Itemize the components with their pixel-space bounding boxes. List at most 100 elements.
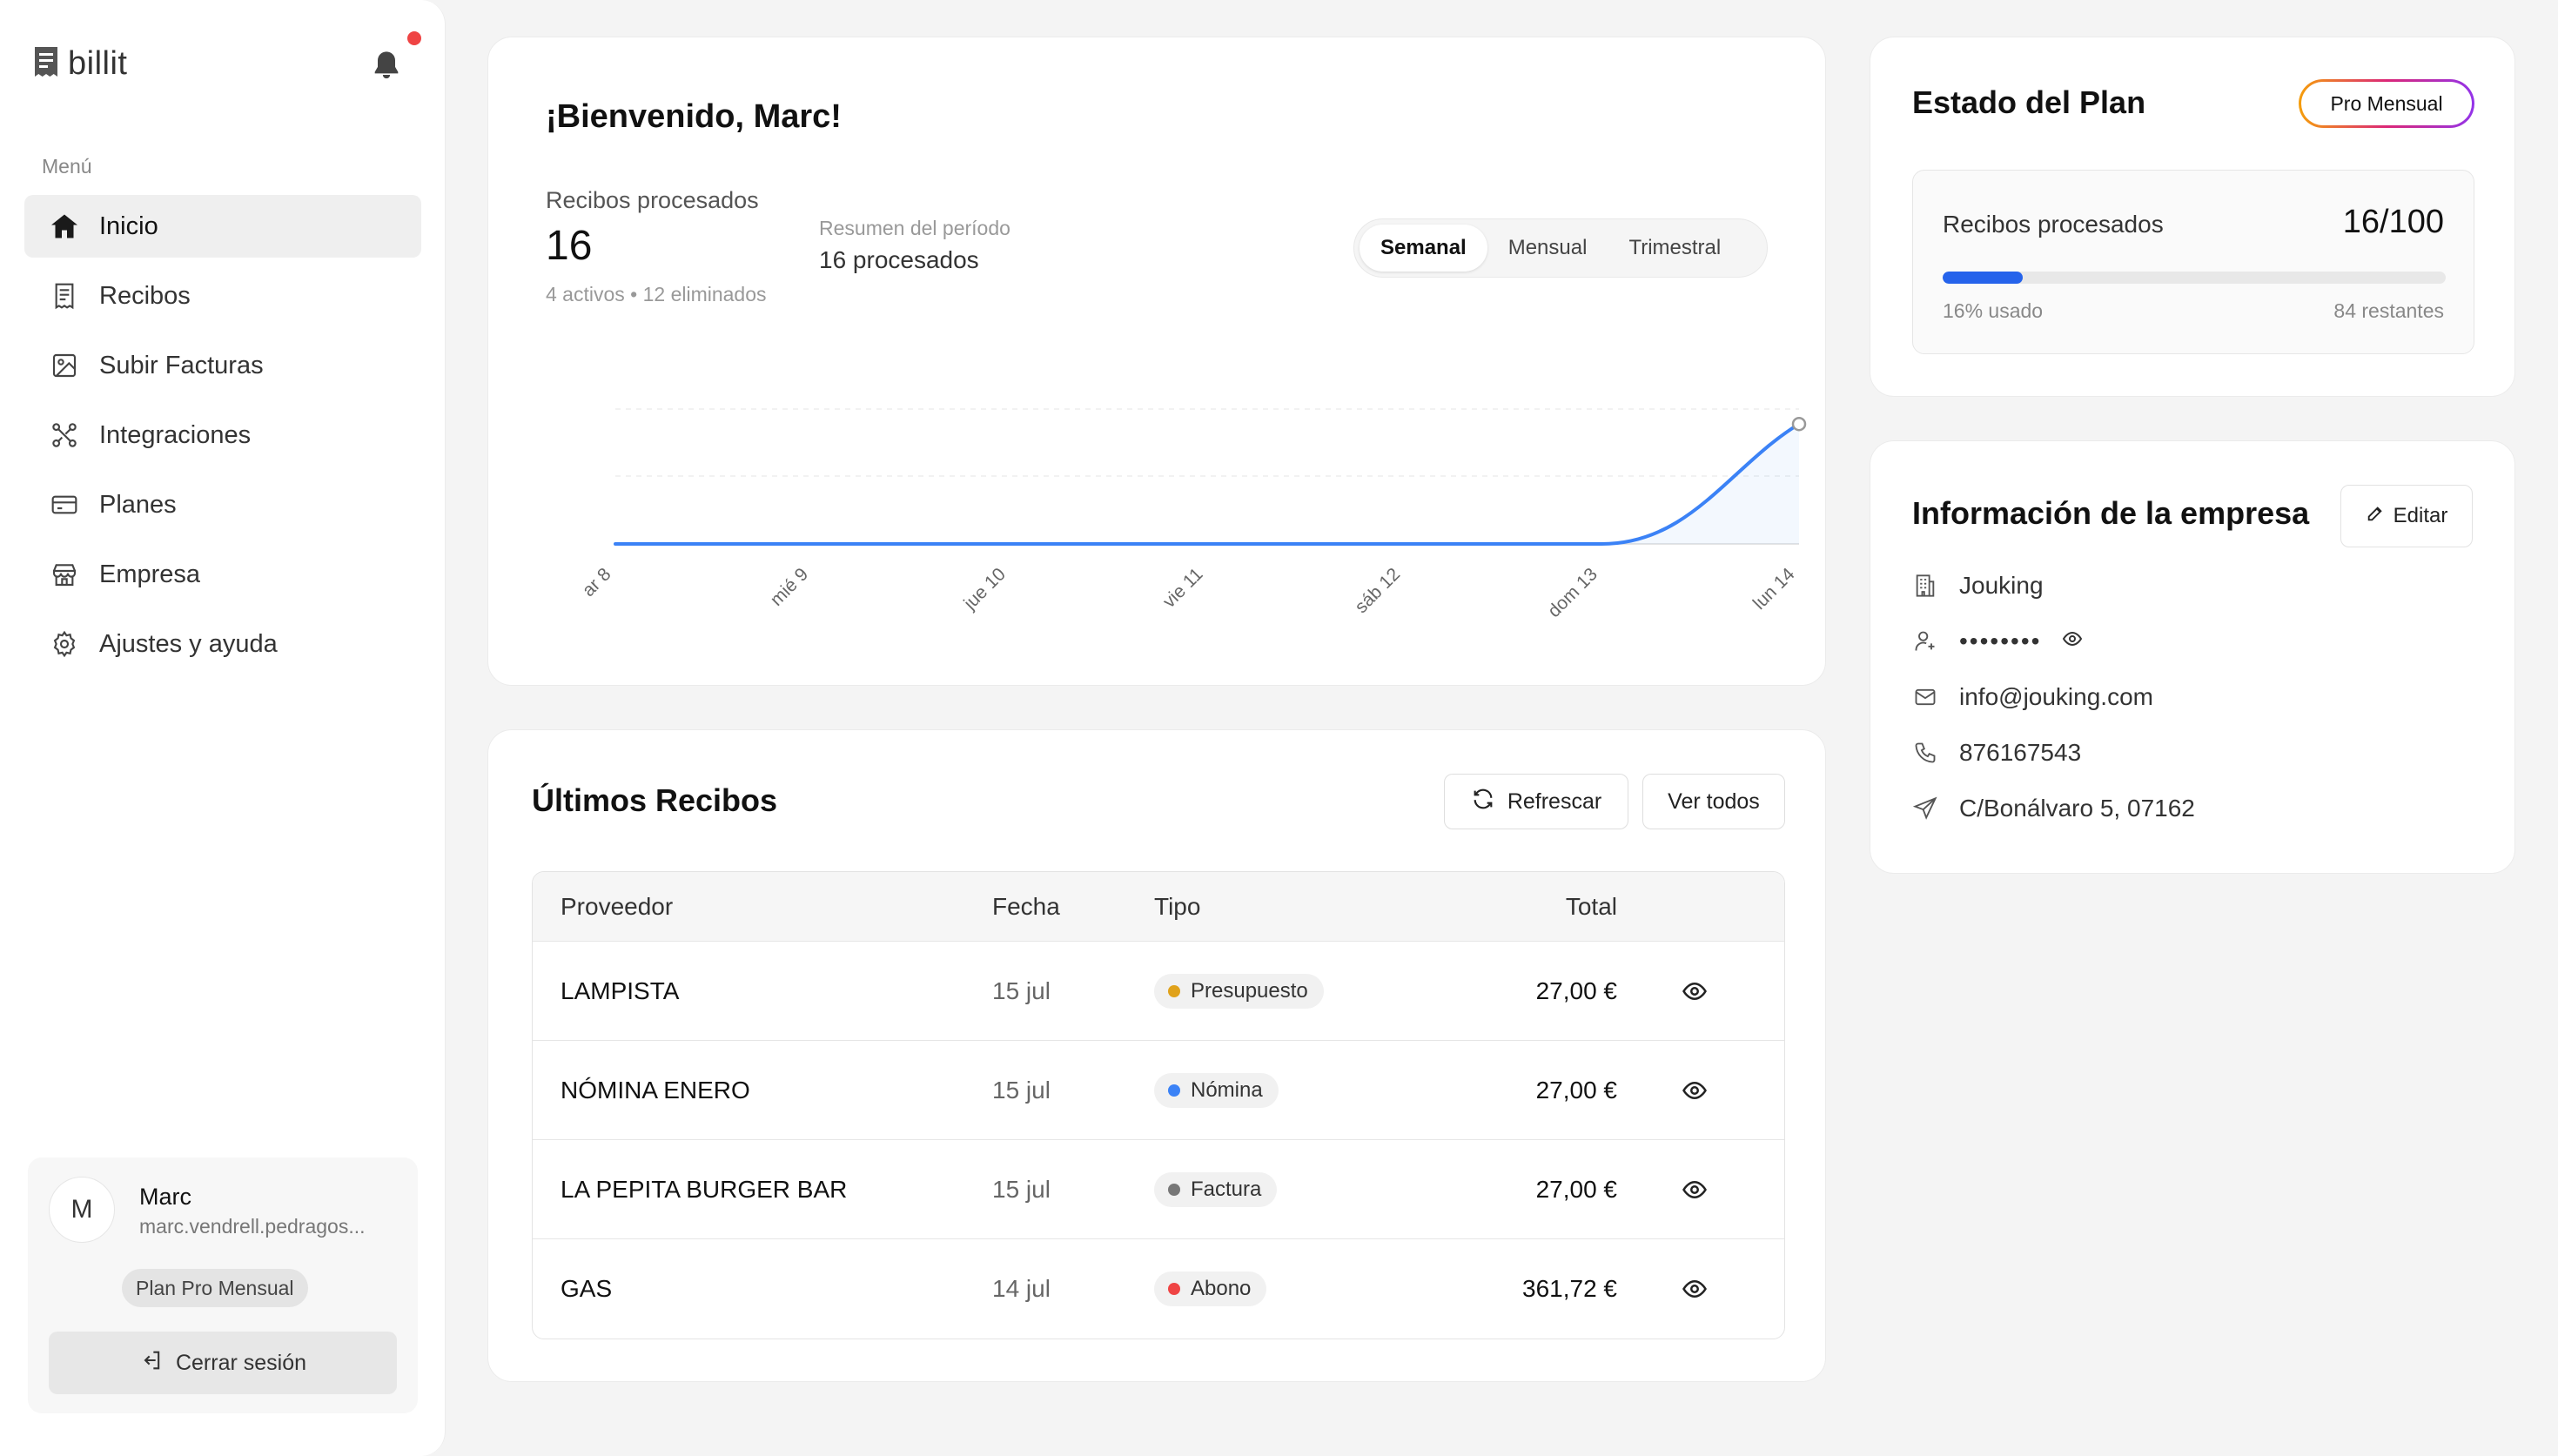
company-email: info@jouking.com	[1959, 683, 2153, 710]
row-type: Nómina	[1154, 1072, 1279, 1108]
company-phone: 876167543	[1959, 739, 2082, 766]
chart-series-line	[614, 422, 1801, 546]
receipts-line-chart: ar 8 mié 9 jue 10 vie 11 sáb 12 dom 13 lun 14	[579, 408, 1807, 621]
receipts-title: Últimos Recibos	[532, 782, 778, 818]
refresh-label: Refrescar	[1507, 788, 1602, 814]
plan-usage-box: Recibos procesados 16/100 16% usado 84 r…	[1912, 170, 2474, 354]
type-badge: Presupuesto	[1154, 973, 1324, 1009]
chart-x-tick-label: mié 9	[767, 564, 813, 610]
row-provider: NÓMINA ENERO	[561, 1076, 750, 1104]
show-id-eye-icon[interactable]	[2062, 627, 2083, 655]
chart-x-tick-label: sáb 12	[1351, 564, 1404, 617]
sidebar-item-inicio[interactable]: Inicio	[24, 195, 421, 258]
company-title: Información de la empresa	[1912, 495, 2310, 531]
plan-progress-fill	[1943, 272, 2024, 284]
table-row[interactable]: LAMPISTA 15 jul Presupuesto 27,00 €	[533, 942, 1784, 1041]
row-provider: LA PEPITA BURGER BAR	[561, 1175, 848, 1203]
summary-value: 16 procesados	[819, 246, 979, 273]
sidebar-item-label: Inicio	[99, 211, 158, 240]
type-badge: Factura	[1154, 1171, 1278, 1207]
row-type: Factura	[1154, 1171, 1278, 1207]
sidebar-item-ajustes[interactable]: Ajustes y ayuda	[24, 613, 421, 675]
view-receipt-eye-icon[interactable]	[1680, 1175, 1709, 1204]
sidebar-item-recibos[interactable]: Recibos	[24, 265, 421, 327]
image-icon	[49, 350, 80, 381]
phone-icon	[1912, 740, 1938, 766]
notifications-bell-icon[interactable]	[369, 49, 404, 84]
company-masked-id: ••••••••	[1959, 627, 2042, 654]
plan-remaining-text: 84 restantes	[2333, 299, 2444, 322]
logout-button[interactable]: Cerrar sesión	[49, 1332, 397, 1394]
home-icon	[49, 211, 80, 242]
company-name-row: Jouking	[1912, 572, 2044, 600]
logout-label: Cerrar sesión	[175, 1350, 307, 1375]
plan-status-card: Estado del Plan Pro Mensual Recibos proc…	[1870, 37, 2515, 397]
period-selector: Semanal Mensual Trimestral	[1353, 218, 1768, 278]
company-phone-row: 876167543	[1912, 739, 2081, 767]
plan-used-text: 16% usado	[1943, 299, 2044, 322]
integrations-icon	[49, 419, 80, 451]
plan-usage-value: 16/100	[2342, 204, 2444, 240]
gear-icon	[49, 628, 80, 660]
sidebar-item-empresa[interactable]: Empresa	[24, 543, 421, 606]
period-semanal-button[interactable]: Semanal	[1360, 225, 1487, 272]
view-receipt-eye-icon[interactable]	[1680, 1076, 1709, 1105]
refresh-icon	[1471, 787, 1495, 817]
period-trimestral-button[interactable]: Trimestral	[1628, 236, 1722, 259]
chart-area	[615, 424, 1799, 544]
row-type: Presupuesto	[1154, 973, 1324, 1009]
company-name: Jouking	[1959, 572, 2044, 599]
plan-usage-label: Recibos procesados	[1943, 211, 2164, 238]
app-logo[interactable]: billit	[33, 45, 127, 83]
type-dot	[1168, 984, 1180, 997]
row-total: 27,00 €	[1535, 1076, 1617, 1104]
period-mensual-button[interactable]: Mensual	[1507, 236, 1588, 259]
company-email-row: info@jouking.com	[1912, 683, 2153, 711]
chart-x-tick-label: jue 10	[959, 564, 1009, 614]
table-row[interactable]: NÓMINA ENERO 15 jul Nómina 27,00 €	[533, 1041, 1784, 1140]
plan-chip: Plan Pro Mensual	[122, 1269, 308, 1307]
notification-dot	[407, 31, 421, 45]
column-header-provider[interactable]: Proveedor	[561, 892, 674, 920]
type-label: Presupuesto	[1191, 978, 1308, 1003]
sidebar-item-label: Empresa	[99, 560, 201, 588]
welcome-card: ¡Bienvenido, Marc! Recibos procesados 16…	[487, 37, 1826, 686]
column-header-date[interactable]: Fecha	[992, 892, 1060, 920]
sidebar-item-integraciones[interactable]: Integraciones	[24, 404, 421, 466]
logout-icon	[139, 1348, 164, 1379]
building-icon	[1912, 573, 1938, 599]
user-plus-icon	[1912, 628, 1938, 654]
menu-label: Menú	[42, 155, 92, 178]
table-row[interactable]: LA PEPITA BURGER BAR 15 jul Factura 27,0…	[533, 1140, 1784, 1239]
sidebar-nav: Inicio Recibos Subir Facturas Integracio…	[24, 195, 421, 682]
type-badge: Abono	[1154, 1271, 1267, 1306]
chart-x-tick-label: vie 11	[1159, 564, 1207, 612]
plan-progress-bar	[1943, 272, 2446, 284]
row-provider: GAS	[561, 1275, 613, 1302]
view-all-button[interactable]: Ver todos	[1642, 774, 1785, 829]
view-receipt-eye-icon[interactable]	[1680, 1274, 1709, 1304]
avatar[interactable]: M	[49, 1177, 115, 1243]
sidebar-item-planes[interactable]: Planes	[24, 473, 421, 536]
view-receipt-eye-icon[interactable]	[1680, 976, 1709, 1006]
type-label: Abono	[1191, 1277, 1252, 1300]
table-row[interactable]: GAS 14 jul Abono 361,72 €	[533, 1239, 1784, 1339]
refresh-button[interactable]: Refrescar	[1444, 774, 1628, 829]
company-address: C/Bonálvaro 5, 07162	[1959, 795, 2195, 822]
company-id-row: ••••••••	[1912, 627, 2083, 655]
receipt-logo-icon	[33, 45, 59, 83]
chart-x-tick-label: lun 14	[1749, 564, 1799, 614]
column-header-total[interactable]: Total	[1565, 892, 1617, 920]
latest-receipts-card: Últimos Recibos Refrescar Ver todos Prov…	[487, 729, 1826, 1382]
type-dot	[1168, 1183, 1180, 1196]
receipts-table: Proveedor Fecha Tipo Total LAMPISTA 15 j…	[532, 871, 1785, 1339]
type-dot	[1168, 1283, 1180, 1295]
column-header-type[interactable]: Tipo	[1154, 892, 1201, 920]
stat-value: 16	[546, 223, 593, 269]
edit-company-button[interactable]: Editar	[2340, 485, 2473, 547]
chart-x-tick-label: dom 13	[1544, 564, 1601, 621]
sidebar: billit Menú Inicio Recibos Subir Factura…	[0, 0, 446, 1456]
sidebar-item-subir-facturas[interactable]: Subir Facturas	[24, 334, 421, 397]
table-header: Proveedor Fecha Tipo Total	[533, 872, 1784, 942]
send-icon	[1912, 795, 1938, 822]
